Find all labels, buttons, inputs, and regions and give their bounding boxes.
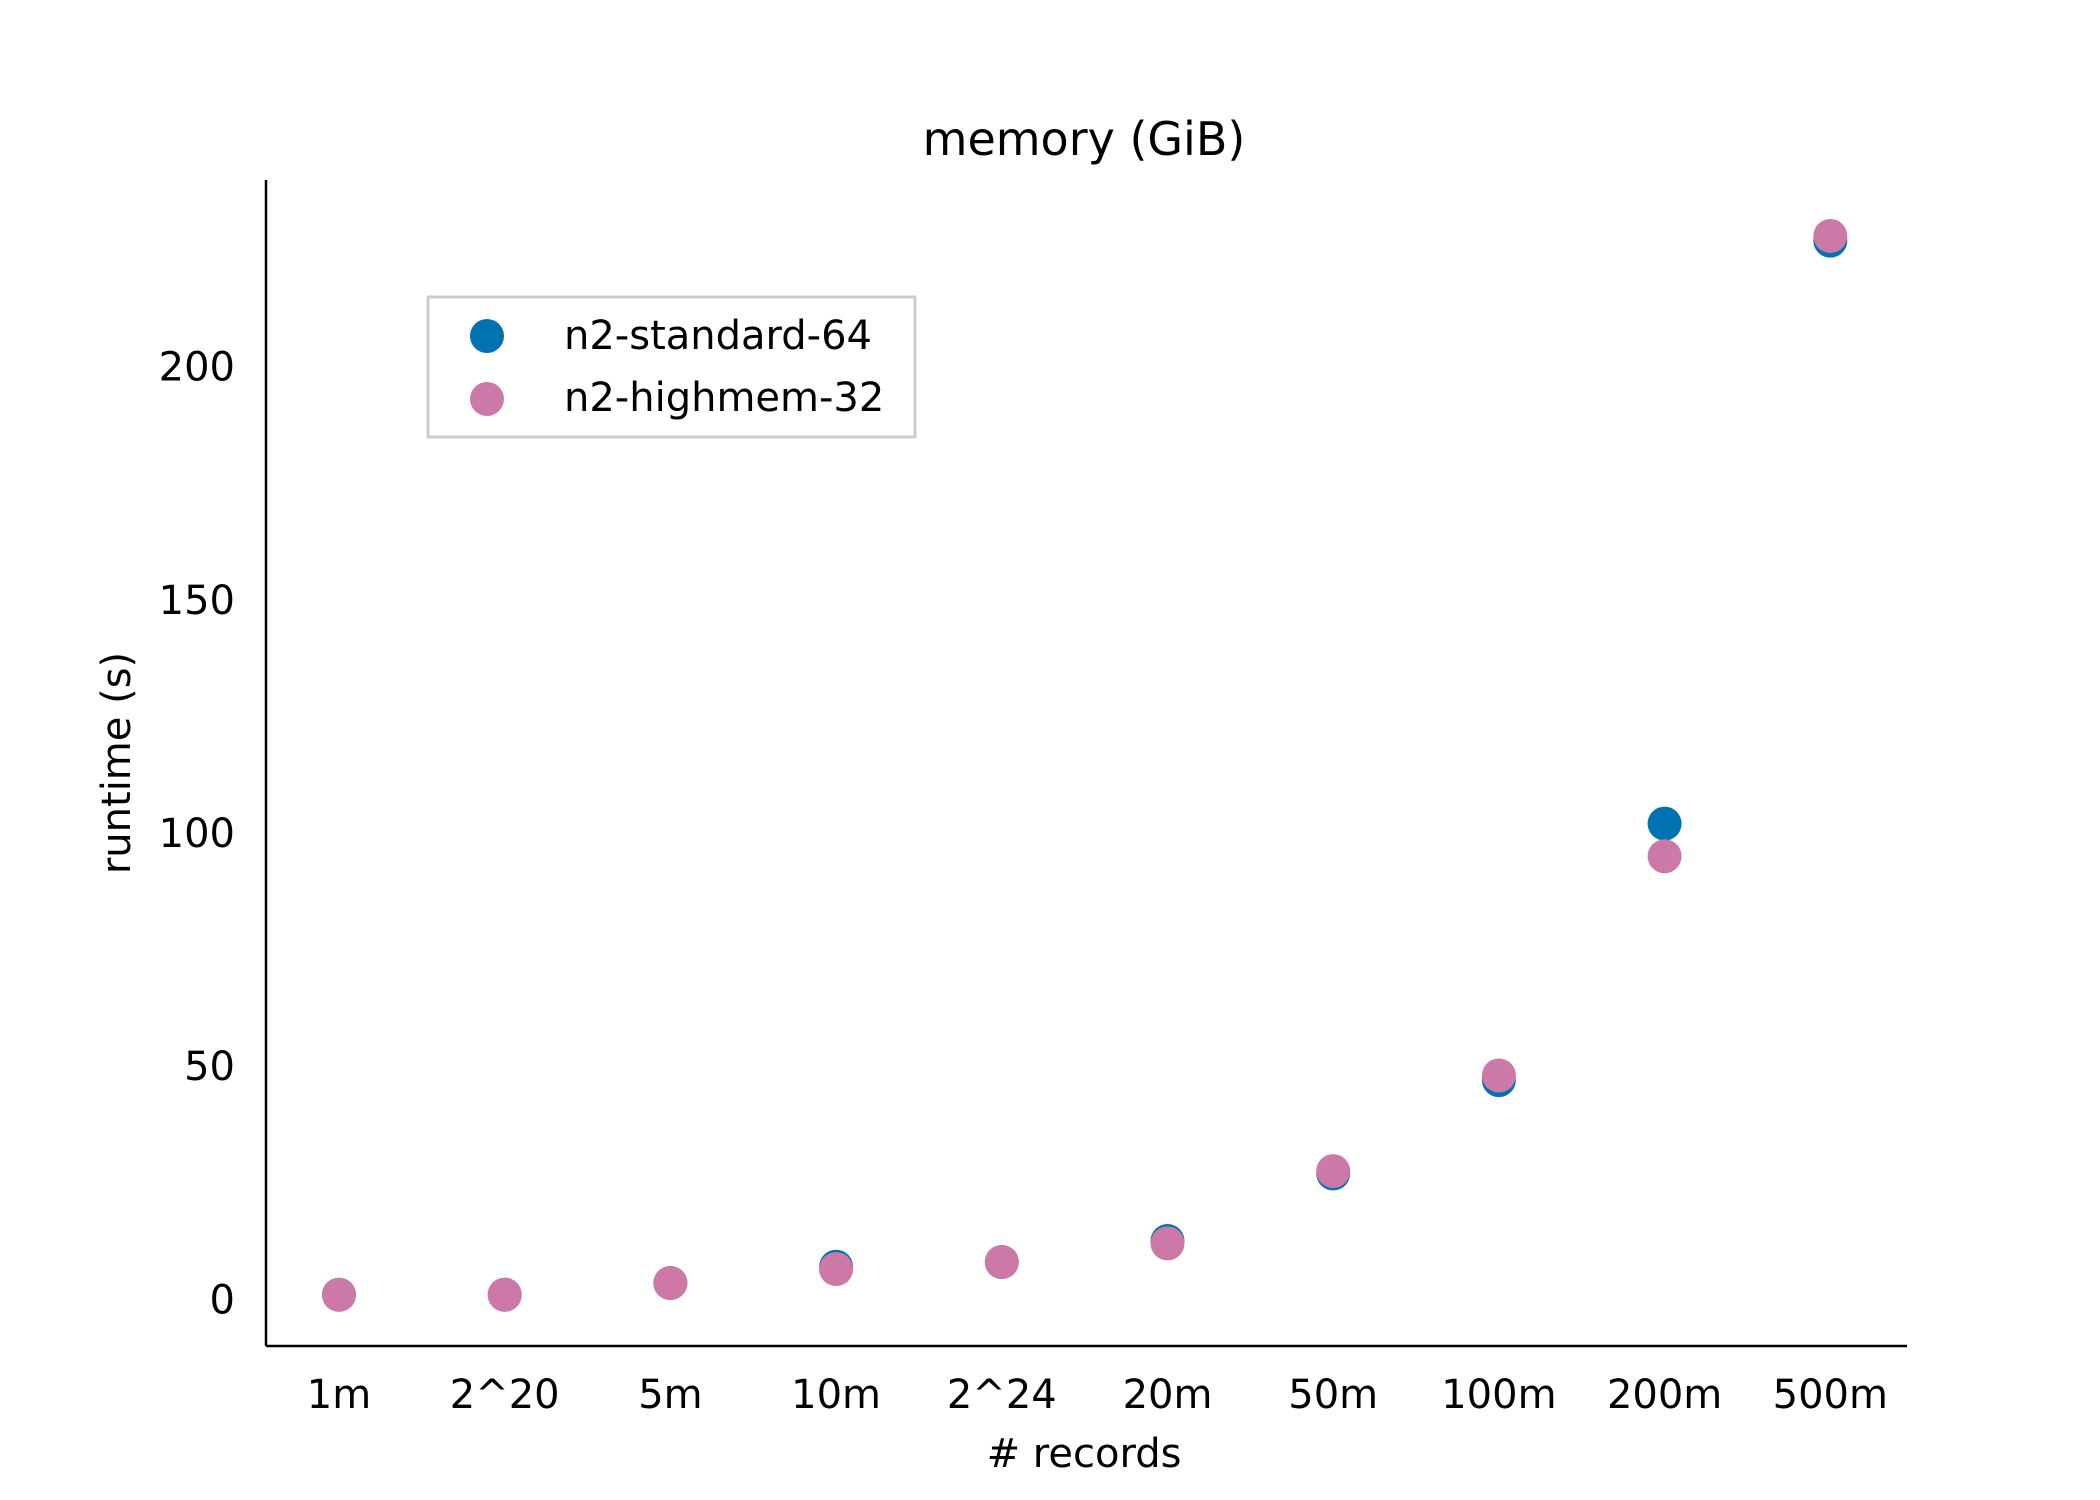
data-point xyxy=(1647,806,1682,841)
data-point xyxy=(1813,218,1848,253)
y-tick-labels: 0 50 100 150 200 xyxy=(159,345,235,1324)
x-tick-label: 2^24 xyxy=(947,1372,1057,1418)
data-point xyxy=(984,1245,1019,1280)
legend-marker-n2-highmem-32 xyxy=(470,382,504,416)
data-point xyxy=(1316,1154,1351,1189)
series-n2-highmem-32 xyxy=(322,218,1848,1312)
x-tick-label: 500m xyxy=(1773,1372,1888,1418)
legend-marker-n2-standard-64 xyxy=(470,319,504,353)
x-tick-label: 1m xyxy=(307,1372,371,1418)
legend-label-n2-highmem-32: n2-highmem-32 xyxy=(564,375,884,421)
x-tick-label: 200m xyxy=(1607,1372,1722,1418)
data-points xyxy=(322,218,1848,1312)
data-point xyxy=(487,1277,522,1312)
data-point xyxy=(1150,1226,1185,1261)
x-tick-label: 20m xyxy=(1123,1372,1213,1418)
data-point xyxy=(1647,839,1682,874)
legend-label-n2-standard-64: n2-standard-64 xyxy=(564,313,872,359)
x-tick-label: 50m xyxy=(1288,1372,1378,1418)
x-tick-labels: 1m 2^20 5m 10m 2^24 20m 50m 100m 200m 500m xyxy=(307,1372,1888,1418)
y-tick-label: 0 xyxy=(210,1277,235,1323)
x-axis-label: # records xyxy=(987,1431,1182,1477)
y-axis-label: runtime (s) xyxy=(94,652,140,874)
chart-title: memory (GiB) xyxy=(923,112,1246,166)
data-point xyxy=(819,1252,854,1287)
x-tick-label: 2^20 xyxy=(450,1372,560,1418)
y-tick-label: 50 xyxy=(184,1044,235,1090)
data-point xyxy=(1481,1058,1516,1093)
legend-frame xyxy=(426,295,917,439)
x-tick-label: 5m xyxy=(638,1372,702,1418)
y-tick-label: 100 xyxy=(159,811,235,857)
data-point xyxy=(653,1266,688,1301)
legend: n2-standard-64 n2-highmem-32 xyxy=(426,295,917,439)
y-tick-label: 200 xyxy=(159,345,235,391)
data-point xyxy=(322,1277,356,1312)
x-tick-label: 10m xyxy=(791,1372,881,1418)
y-tick-label: 150 xyxy=(159,578,235,624)
x-tick-label: 100m xyxy=(1441,1372,1556,1418)
